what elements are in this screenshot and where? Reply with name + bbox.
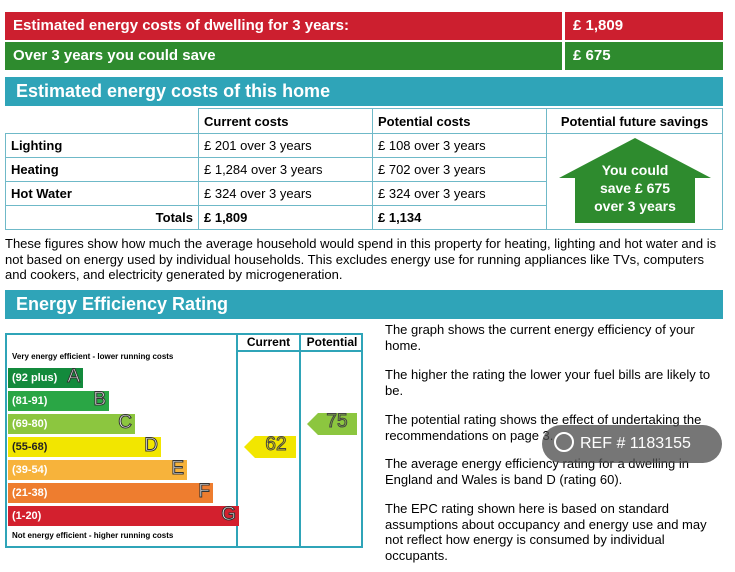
savings-cell: You could save £ 675 over 3 years <box>546 133 723 230</box>
eer-band-c: (69-80) C <box>8 412 135 434</box>
eer-band-letter: C <box>118 412 133 433</box>
row-label-lighting: Lighting <box>5 133 199 158</box>
eer-band-range: (81-91) <box>12 395 48 407</box>
row-label-heating: Heating <box>5 157 199 182</box>
energy-costs-3yr-label: Estimated energy costs of dwelling for 3… <box>5 12 562 40</box>
eer-band-letter: G <box>221 504 237 525</box>
header-potential-costs: Potential costs <box>372 108 547 134</box>
eer-band-letter: B <box>93 389 107 410</box>
eer-desc-3: The potential rating shows the effect of… <box>385 412 702 443</box>
totals-current: £ 1,809 <box>198 205 373 230</box>
eer-chart <box>5 333 363 548</box>
savings-3yr-value: £ 675 <box>565 42 723 70</box>
eer-band-letter: F <box>198 481 211 502</box>
header-future-savings: Potential future savings <box>546 108 723 134</box>
eer-desc-5: The EPC rating shown here is based on st… <box>385 501 707 563</box>
eer-band-range: (39-54) <box>12 464 48 476</box>
eer-band-b: (81-91) B <box>8 389 109 411</box>
lighting-current: £ 201 over 3 years <box>198 133 373 158</box>
eer-band-range: (69-80) <box>12 418 48 430</box>
row-label-hot-water: Hot Water <box>5 181 199 206</box>
costs-table: Current costs Potential costs Potential … <box>5 108 723 230</box>
eer-band-range: (92 plus) <box>12 372 58 384</box>
reference-text: REF # 1183155 <box>580 435 691 452</box>
house-icon <box>559 138 711 223</box>
eer-band-letter: E <box>171 458 185 479</box>
hot-water-potential: £ 324 over 3 years <box>372 181 547 206</box>
reference-watermark: REF # 1183155 <box>542 425 722 463</box>
heating-potential: £ 702 over 3 years <box>372 157 547 182</box>
eer-top-label: Very energy efficient - lower running co… <box>12 352 174 361</box>
costs-section-title: Estimated energy costs of this home <box>5 77 723 106</box>
energy-costs-3yr-value: £ 1,809 <box>565 12 723 40</box>
house-text-line3: over 3 years <box>594 198 676 214</box>
eer-desc-1: The graph shows the current energy effic… <box>385 322 695 353</box>
totals-label: Totals <box>5 205 199 230</box>
current-rating-value: 62 <box>265 434 287 456</box>
heating-current: £ 1,284 over 3 years <box>198 157 373 182</box>
table-row: Lighting £ 201 over 3 years £ 108 over 3… <box>5 133 723 230</box>
potential-rating-value: 75 <box>326 411 348 433</box>
header-current-costs: Current costs <box>198 108 373 134</box>
eer-desc-2: The higher the rating the lower your fue… <box>385 367 711 398</box>
savings-3yr-label: Over 3 years you could save <box>5 42 562 70</box>
totals-potential: £ 1,134 <box>372 205 547 230</box>
table-row: Heating £ 1,284 over 3 years £ 702 over … <box>5 157 723 182</box>
eer-section-title: Energy Efficiency Rating <box>5 290 723 319</box>
col-current-label: Current <box>246 335 291 349</box>
house-text-line2: save £ 675 <box>599 180 671 196</box>
lighting-potential: £ 108 over 3 years <box>372 133 547 158</box>
potential-rating-arrow <box>307 413 357 435</box>
house-text-line1: You could <box>601 162 669 178</box>
eer-band-letter: A <box>67 366 81 387</box>
costs-note: These figures show how much the average … <box>5 236 717 282</box>
eer-band-d: (55-68) D <box>8 435 161 457</box>
hot-water-current: £ 324 over 3 years <box>198 181 373 206</box>
current-rating-arrow <box>244 436 296 458</box>
eer-band-range: (1-20) <box>12 510 42 522</box>
eer-band-g: (1-20) G <box>8 504 239 526</box>
header-blank <box>5 108 199 134</box>
eer-band-range: (55-68) <box>12 441 48 453</box>
eer-band-a: (92 plus) A <box>8 366 83 388</box>
eer-band-e: (39-54) E <box>8 458 187 480</box>
eer-band-f: (21-38) F <box>8 481 213 503</box>
eer-band-letter: D <box>144 435 159 456</box>
table-row: Hot Water £ 324 over 3 years £ 324 over … <box>5 181 723 206</box>
copyright-icon <box>554 431 574 452</box>
eer-band-range: (21-38) <box>12 487 48 499</box>
eer-bottom-label: Not energy efficient - higher running co… <box>12 531 174 540</box>
table-row-totals: Totals £ 1,809 £ 1,134 <box>5 205 723 230</box>
col-potential-label: Potential <box>306 335 358 349</box>
